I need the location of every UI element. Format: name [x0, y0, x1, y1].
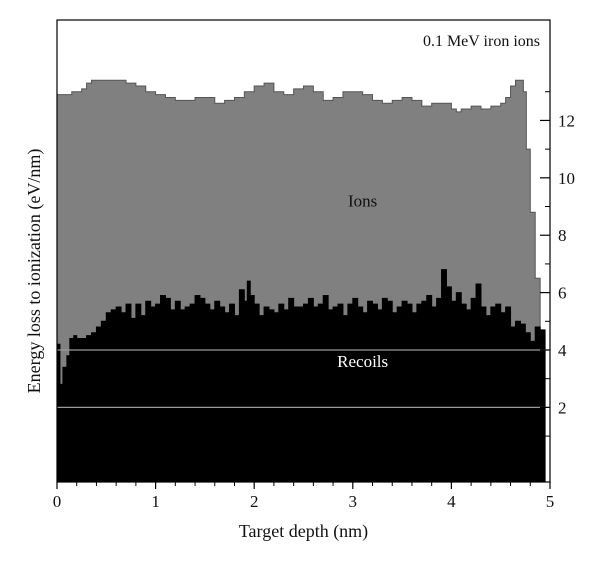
y-tick-label: 4	[558, 341, 567, 360]
recoils-area	[56, 269, 546, 483]
recoils-series-label: Recoils	[337, 352, 388, 371]
plot-area	[56, 79, 550, 483]
x-tick-label: 1	[151, 492, 160, 511]
x-tick-label: 0	[53, 492, 62, 511]
ions-series-label: Ions	[348, 192, 377, 211]
x-tick-label: 5	[546, 492, 555, 511]
x-tick-label: 4	[447, 492, 456, 511]
chart-title: 0.1 MeV iron ions	[423, 33, 540, 50]
x-tick-label: 2	[250, 492, 259, 511]
y-tick-label: 2	[558, 398, 567, 417]
y-tick-label: 6	[558, 284, 567, 303]
x-axis-label: Target depth (nm)	[239, 521, 368, 542]
y-tick-label: 10	[558, 169, 575, 188]
y-tick-label: 8	[558, 226, 567, 245]
x-tick-label: 3	[349, 492, 358, 511]
y-axis-label: Energy loss to ionization (eV/nm)	[24, 149, 45, 394]
y-tick-label: 12	[558, 111, 575, 130]
plot-frame	[56, 19, 551, 483]
